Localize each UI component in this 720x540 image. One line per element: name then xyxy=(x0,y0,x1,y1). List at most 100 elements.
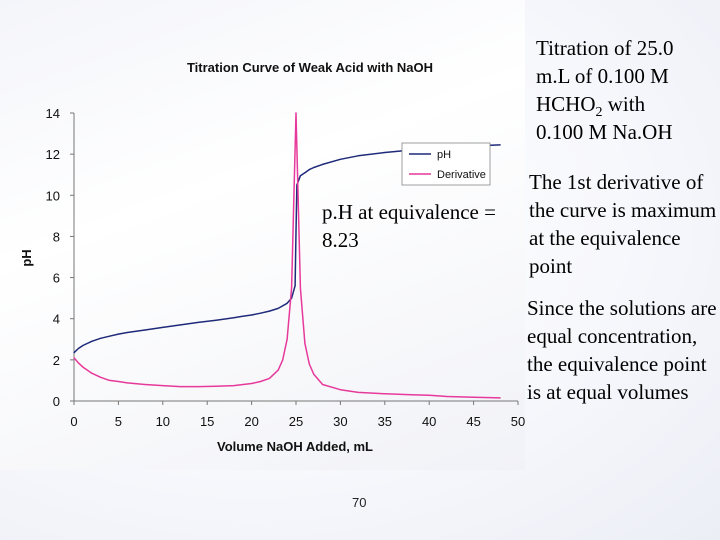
x-tick-label: 50 xyxy=(511,414,525,429)
data-point-ph xyxy=(277,307,279,309)
legend-box xyxy=(401,142,491,186)
data-point-ph xyxy=(357,155,359,157)
data-point-ph xyxy=(242,315,244,317)
data-point-derivative xyxy=(428,394,430,396)
data-point-derivative xyxy=(108,379,111,381)
data-point-ph xyxy=(233,317,235,319)
data-point-ph xyxy=(117,333,119,335)
y-tick-label: 2 xyxy=(53,353,60,368)
data-point-ph xyxy=(308,169,310,171)
data-point-derivative xyxy=(357,391,359,393)
data-point-ph xyxy=(91,340,93,342)
page-number: 70 xyxy=(352,495,367,510)
data-point-ph xyxy=(73,352,75,354)
data-point-ph xyxy=(322,163,324,165)
data-point-ph xyxy=(294,285,296,287)
y-axis-title: pH xyxy=(19,249,34,266)
x-tick-label: 5 xyxy=(115,414,122,429)
derivative-note: The 1st derivative of the curve is maxim… xyxy=(529,170,717,278)
data-point-derivative xyxy=(410,394,412,396)
titration-chart: Titration Curve of Weak Acid with NaOH 0… xyxy=(19,60,525,454)
chart-legend: pH Derivative xyxy=(401,142,491,186)
data-point-ph xyxy=(286,302,288,304)
data-point-ph xyxy=(295,231,297,233)
x-tick-label: 35 xyxy=(378,414,392,429)
data-point-derivative xyxy=(339,389,341,391)
data-point-ph xyxy=(304,172,306,174)
data-point-derivative xyxy=(162,385,164,387)
equal-volume-note: Since the solutions are equal concentrat… xyxy=(527,296,717,404)
x-tick-label: 0 xyxy=(70,414,77,429)
data-point-ph xyxy=(313,166,315,169)
data-point-ph xyxy=(144,329,146,331)
data-point-ph xyxy=(259,312,262,314)
x-tick-label: 20 xyxy=(244,414,258,429)
x-axis-title: Volume NaOH Added, mL xyxy=(217,439,373,454)
data-point-derivative xyxy=(82,366,84,368)
titration-line-4: 0.100 M Na.OH xyxy=(536,120,673,144)
legend-label-derivative: Derivative xyxy=(437,169,486,181)
data-point-derivative xyxy=(144,383,146,386)
data-point-derivative xyxy=(180,386,182,388)
y-tick-label: 12 xyxy=(46,147,60,162)
data-point-ph xyxy=(82,344,84,347)
data-point-derivative xyxy=(233,385,235,387)
data-point-ph xyxy=(77,347,79,350)
titration-description: Titration of 25.0 m.L of 0.100 M HCHO2 w… xyxy=(536,34,718,146)
chart-title: Titration Curve of Weak Acid with NaOH xyxy=(187,60,433,75)
data-point-derivative xyxy=(126,382,128,384)
data-point-ph xyxy=(180,324,182,326)
data-point-derivative xyxy=(384,393,386,395)
data-point-derivative xyxy=(313,373,315,375)
data-point-ph xyxy=(126,331,128,334)
data-point-ph xyxy=(499,144,501,146)
data-point-ph xyxy=(100,337,102,339)
titration-line-1: Titration of 25.0 xyxy=(536,36,674,60)
data-point-derivative xyxy=(446,395,448,398)
data-point-derivative xyxy=(251,382,253,385)
data-point-derivative xyxy=(215,385,217,387)
y-tick-label: 10 xyxy=(46,188,60,203)
y-tick-label: 14 xyxy=(46,106,60,121)
data-point-derivative xyxy=(473,396,475,398)
data-point-derivative xyxy=(117,380,119,383)
data-point-derivative xyxy=(304,342,306,344)
x-tick-label: 30 xyxy=(333,414,347,429)
titration-line-3-tail: with xyxy=(602,92,646,116)
data-point-derivative xyxy=(197,386,199,388)
x-tick-label: 10 xyxy=(156,414,170,429)
data-point-derivative xyxy=(291,287,293,289)
data-point-ph xyxy=(339,158,341,160)
data-point-derivative xyxy=(308,363,310,365)
data-point-ph xyxy=(251,314,253,316)
x-tick-label: 15 xyxy=(200,414,214,429)
x-tick-label: 25 xyxy=(289,414,303,429)
y-tick-label: 4 xyxy=(53,312,60,327)
data-point-derivative xyxy=(259,380,262,383)
data-point-derivative xyxy=(100,376,102,378)
titration-formula: HCHO xyxy=(536,92,596,116)
data-point-derivative xyxy=(299,287,301,289)
data-point-derivative xyxy=(268,377,270,379)
chart-area: Titration Curve of Weak Acid with NaOH 0… xyxy=(0,0,525,470)
data-point-ph xyxy=(299,175,301,177)
data-point-ph xyxy=(268,310,270,312)
equivalence-annotation: p.H at equivalence = 8.23 xyxy=(322,200,496,252)
data-point-derivative xyxy=(77,362,79,364)
x-tick-label: 40 xyxy=(422,414,436,429)
x-tick-label: 45 xyxy=(466,414,480,429)
data-point-derivative xyxy=(282,359,284,361)
y-tick-label: 8 xyxy=(53,229,60,244)
data-point-ph xyxy=(162,326,164,328)
y-tick-label: 6 xyxy=(53,271,60,286)
y-tick-label: 0 xyxy=(53,394,60,409)
data-point-derivative xyxy=(322,383,324,386)
series-line-ph xyxy=(73,144,501,354)
data-point-ph xyxy=(197,321,199,323)
legend-label-ph: pH xyxy=(437,149,451,161)
data-point-derivative xyxy=(295,112,297,114)
data-point-ph xyxy=(384,151,386,154)
data-point-derivative xyxy=(73,357,75,359)
data-point-derivative xyxy=(91,372,93,374)
titration-formula-subscript: 2 xyxy=(595,105,603,121)
